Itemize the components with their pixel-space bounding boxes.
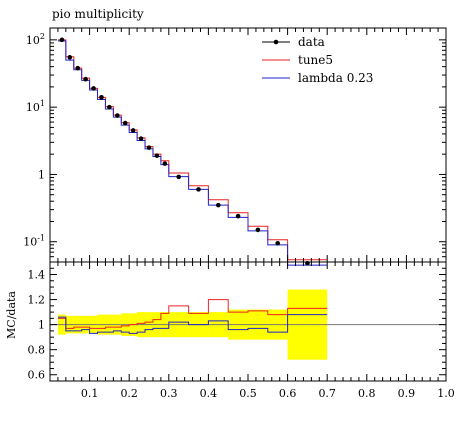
main-y-tick-label: 102 [26, 32, 45, 47]
data-point [235, 213, 241, 219]
x-tick-label: 0.3 [160, 387, 178, 400]
data-point [216, 202, 221, 208]
x-tick-label: 0.9 [398, 387, 416, 400]
data-point [75, 65, 81, 71]
data-point [59, 37, 65, 43]
data-point [130, 128, 136, 133]
x-tick-label: 0.1 [81, 387, 99, 400]
x-tick-label: 0.6 [279, 387, 297, 400]
ratio-y-axis-label: MC/data [5, 291, 18, 339]
data-point [99, 95, 104, 100]
ratio-y-tick-label: 1.2 [28, 294, 46, 307]
main-y-tick-label: 101 [26, 99, 45, 114]
series-lambda-0-23-histogram [57, 40, 328, 266]
ratio-panel: 0.1 0.2 0.3 0.4 0.5 0.6 0.7 0.8 0.9 1.0 0.6 0.8 1 1.2… [28, 261, 455, 400]
chart-title: pio multiplicity [52, 7, 144, 21]
main-y-tick-label: 10-1 [23, 234, 45, 249]
ratio-tune5-line [57, 299, 328, 329]
ratio-y-tick-label: 0.8 [28, 344, 46, 357]
legend: data tune5 lambda 0.23 [262, 35, 373, 85]
x-tick-label: 1.0 [437, 387, 455, 400]
legend-swatch-marker [273, 39, 279, 45]
data-point [115, 113, 120, 118]
ratio-y-tick-label: 1.4 [28, 269, 46, 282]
data-point [196, 187, 201, 192]
data-point [83, 76, 88, 82]
x-tick-label: 0.5 [239, 387, 257, 400]
legend-label: data [298, 35, 325, 49]
x-tick-label: 0.2 [120, 387, 138, 400]
x-tick-label: 0.8 [358, 387, 376, 400]
data-point [122, 120, 128, 126]
legend-label: lambda 0.23 [298, 71, 373, 85]
ratio-lambda-0-23-line [57, 314, 328, 334]
data-point [275, 240, 281, 246]
ratio-y-tick-label: 1 [38, 319, 45, 332]
data-point [67, 55, 73, 60]
data-point [176, 174, 181, 180]
ratio-y-tick-label: 0.6 [28, 369, 46, 382]
data-point [107, 104, 112, 110]
data-point [255, 227, 261, 233]
main-y-tick-label: 1 [38, 168, 45, 181]
main-panel: 10-1 1 101 102 [23, 27, 447, 266]
x-tick-label: 0.7 [318, 387, 336, 400]
data-point [146, 145, 152, 150]
data-point [162, 161, 168, 166]
x-tick-label: 0.4 [200, 387, 218, 400]
data-point [154, 153, 160, 158]
data-point [91, 86, 96, 91]
data-point [138, 136, 144, 141]
legend-label: tune5 [298, 53, 333, 67]
series-tune5-histogram [57, 39, 328, 261]
